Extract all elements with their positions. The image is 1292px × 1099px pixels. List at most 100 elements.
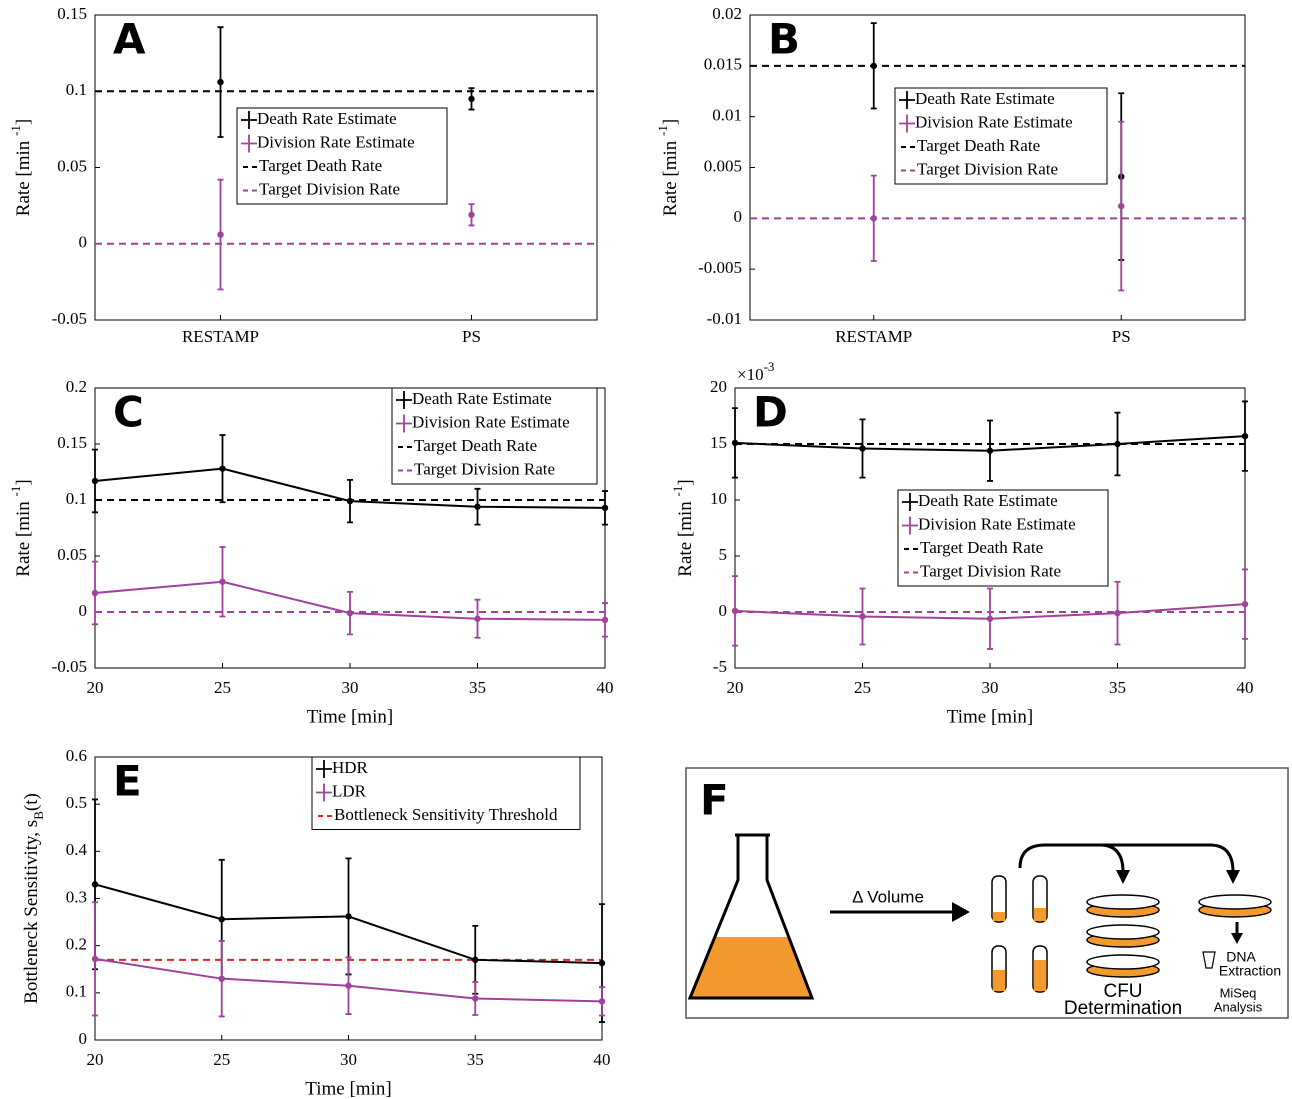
legend-box: [894, 87, 1108, 185]
legend-label: Target Death Rate: [917, 136, 1040, 155]
marker: [1114, 609, 1121, 617]
marker: [859, 445, 866, 452]
y-axis-label-text: Bottleneck Sensitivity, s: [21, 820, 42, 1004]
marker: [91, 881, 99, 888]
legend-box: [311, 756, 581, 830]
y-tick-label: 0: [719, 601, 728, 620]
marker: [1118, 202, 1125, 210]
x-tick-label: 20: [87, 1050, 104, 1069]
x-tick-label: 30: [342, 678, 359, 697]
y-axis-label-text: Rate [min: [675, 496, 696, 576]
legend-symbol: [396, 391, 412, 409]
legend-label: Death Rate Estimate: [915, 89, 1055, 108]
panel-label: E: [113, 757, 142, 806]
y-axis-label-end: ]: [675, 479, 696, 485]
y-axis-label: Rate [min -1]: [655, 119, 681, 216]
panel-label: B: [768, 15, 800, 64]
flask-liquid: [690, 937, 812, 998]
dishes: [1086, 894, 1272, 978]
cfu-label: CFU: [1103, 981, 1142, 1002]
marker: [1241, 600, 1249, 608]
marker: [472, 995, 479, 1002]
marker: [1241, 432, 1249, 440]
y-tick-label: 0.15: [57, 433, 87, 452]
y-axis-label-sup: -1: [8, 125, 23, 136]
legend-symbol: [902, 493, 918, 511]
axis-multiplier: ×10-3: [737, 359, 774, 383]
legend-symbol: [396, 414, 412, 433]
legend-label: Target Death Rate: [414, 436, 537, 455]
split-arrow: [1018, 843, 1235, 873]
y-axis-label-end: ]: [13, 119, 34, 125]
dna-tube: [1202, 951, 1216, 969]
marker: [217, 78, 224, 86]
y-tick-label: 0.2: [66, 935, 87, 954]
legend-label: LDR: [332, 781, 367, 800]
multiplier: ×10: [737, 365, 764, 384]
x-tick-label: 40: [594, 1050, 611, 1069]
x-tick-label: 30: [982, 678, 999, 697]
marker: [731, 439, 739, 447]
marker: [91, 589, 99, 597]
y-tick-label: 0: [79, 233, 88, 252]
y-tick-label: 10: [710, 489, 727, 508]
legend-label: Target Division Rate: [414, 459, 555, 478]
legend-label: Target Death Rate: [259, 156, 382, 175]
marker: [91, 955, 99, 963]
x-tick-label: RESTAMP: [835, 327, 912, 346]
x-tick-label: 35: [467, 1050, 484, 1069]
marker: [91, 477, 99, 485]
x-axis-label: Time [min]: [947, 706, 1033, 727]
legend-box: [897, 489, 1109, 587]
y-tick-label: 0.05: [57, 156, 87, 175]
legend-label: Death Rate Estimate: [257, 109, 397, 128]
tubes: [991, 875, 1048, 993]
x-tick-label: PS: [1112, 327, 1131, 346]
y-tick-label: 0.1: [66, 80, 87, 99]
y-tick-label: 0.4: [66, 840, 88, 859]
panel-label: C: [113, 388, 144, 437]
y-tick-label: 0.15: [57, 4, 87, 23]
marker: [601, 616, 609, 624]
panel-label: F: [700, 776, 729, 825]
y-tick-label: -0.005: [698, 258, 742, 277]
legend-label: Bottleneck Sensitivity Threshold: [334, 805, 558, 824]
marker: [870, 215, 877, 222]
y-tick-label: 0: [79, 1029, 88, 1048]
x-tick-label: 40: [1237, 678, 1254, 697]
legend-label: HDR: [332, 758, 369, 777]
marker: [598, 959, 606, 967]
y-tick-label: 0.6: [66, 746, 87, 765]
y-tick-label: 0.1: [66, 982, 87, 1001]
panel-label: D: [753, 388, 788, 437]
cfu-label: Determination: [1064, 998, 1182, 1019]
panel: 0 0.1 0.2 0.3 0.4 0.5 0.6 20 25 30 35 40 Time [min] B…: [21, 746, 610, 1099]
y-tick-label: -0.05: [52, 309, 87, 328]
legend-symbol: [899, 114, 915, 133]
marker: [474, 503, 481, 510]
marker: [859, 613, 866, 620]
y-tick-label: 0: [79, 601, 88, 620]
marker: [219, 578, 226, 585]
y-axis-label-end: ]: [660, 119, 681, 125]
marker: [601, 504, 609, 512]
y-tick-label: 0.05: [57, 545, 87, 564]
y-tick-label: -5: [713, 657, 727, 676]
marker: [986, 615, 994, 622]
legend-label: Target Division Rate: [917, 159, 1058, 178]
y-axis-label: Bottleneck Sensitivity, sB(t): [21, 793, 46, 1004]
marker: [598, 998, 606, 1005]
y-axis-label-sup: -1: [8, 486, 23, 497]
y-tick-label: 0.015: [704, 55, 742, 74]
panel-label: A: [113, 15, 146, 64]
dna-label: DNA: [1226, 949, 1256, 965]
x-tick-label: 35: [1109, 678, 1126, 697]
dna-label: Extraction: [1219, 963, 1281, 979]
legend-label: Death Rate Estimate: [918, 491, 1058, 510]
y-axis-label-text: Rate [min: [13, 496, 34, 576]
y-tick-label: 0.3: [66, 887, 87, 906]
y-tick-label: 0: [734, 207, 743, 226]
x-tick-label: 20: [87, 678, 104, 697]
x-tick-label: 20: [727, 678, 744, 697]
y-tick-label: 0.2: [66, 377, 87, 396]
